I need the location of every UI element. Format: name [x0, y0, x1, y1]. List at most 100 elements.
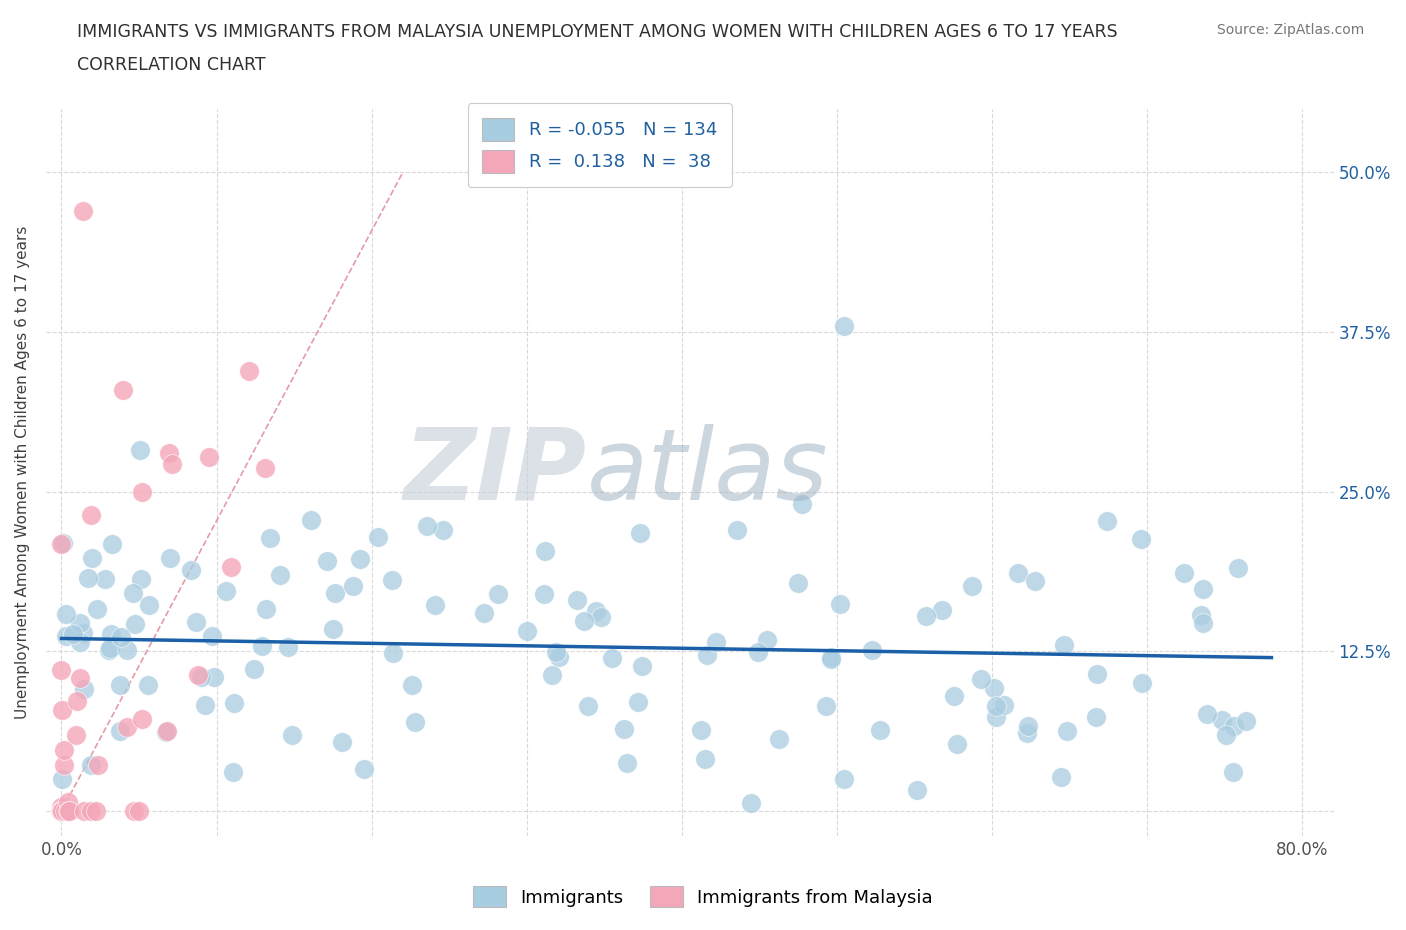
Point — [423, 598, 446, 613]
Point — [84, 804, 107, 818]
Point — [69, 671, 91, 685]
Point — [157, 445, 180, 460]
Point — [55, 629, 77, 644]
Point — [73, 804, 96, 818]
Point — [315, 553, 337, 568]
Point — [1222, 765, 1244, 780]
Point — [101, 537, 124, 551]
Point — [695, 751, 717, 766]
Point — [1050, 769, 1073, 784]
Point — [128, 804, 150, 818]
Point — [98, 643, 121, 658]
Point — [832, 772, 855, 787]
Point — [222, 764, 245, 779]
Point — [65, 727, 87, 742]
Point — [1192, 582, 1215, 597]
Point — [768, 731, 790, 746]
Point — [1227, 561, 1250, 576]
Point — [915, 608, 938, 623]
Point — [986, 710, 1008, 724]
Point — [786, 576, 808, 591]
Point — [66, 694, 89, 709]
Point — [415, 518, 437, 533]
Point — [830, 597, 852, 612]
Point — [112, 382, 135, 397]
Point — [353, 762, 375, 777]
Point — [222, 696, 245, 711]
Point — [1052, 638, 1074, 653]
Point — [381, 573, 404, 588]
Point — [252, 639, 274, 654]
Point — [533, 587, 555, 602]
Point — [198, 450, 221, 465]
Point — [108, 724, 131, 738]
Point — [1223, 718, 1246, 733]
Point — [202, 670, 225, 684]
Point — [136, 677, 159, 692]
Point — [1195, 706, 1218, 721]
Point — [243, 662, 266, 677]
Point — [215, 584, 238, 599]
Point — [138, 597, 160, 612]
Point — [52, 536, 75, 551]
Point — [548, 650, 571, 665]
Point — [51, 804, 73, 818]
Legend: Immigrants, Immigrants from Malaysia: Immigrants, Immigrants from Malaysia — [464, 877, 942, 916]
Point — [970, 671, 993, 686]
Point — [131, 485, 153, 499]
Point — [184, 615, 207, 630]
Point — [747, 644, 769, 659]
Point — [201, 629, 224, 644]
Point — [52, 743, 75, 758]
Point — [349, 551, 371, 566]
Point — [238, 364, 260, 379]
Point — [1085, 710, 1108, 724]
Point — [832, 318, 855, 333]
Point — [1189, 607, 1212, 622]
Point — [382, 645, 405, 660]
Point — [269, 567, 291, 582]
Y-axis label: Unemployment Among Women with Children Ages 6 to 17 years: Unemployment Among Women with Children A… — [15, 226, 30, 719]
Point — [572, 614, 595, 629]
Point — [613, 722, 636, 737]
Point — [72, 204, 94, 219]
Point — [58, 804, 80, 818]
Point — [80, 551, 103, 565]
Point — [1129, 532, 1152, 547]
Point — [1007, 566, 1029, 581]
Point — [159, 551, 181, 565]
Point — [993, 698, 1015, 712]
Point — [277, 640, 299, 655]
Point — [630, 658, 652, 673]
Point — [58, 804, 80, 818]
Point — [56, 794, 79, 809]
Point — [330, 735, 353, 750]
Point — [51, 804, 73, 818]
Point — [541, 668, 564, 683]
Point — [1130, 675, 1153, 690]
Text: IMMIGRANTS VS IMMIGRANTS FROM MALAYSIA UNEMPLOYMENT AMONG WOMEN WITH CHILDREN AG: IMMIGRANTS VS IMMIGRANTS FROM MALAYSIA U… — [77, 23, 1118, 41]
Point — [1085, 666, 1108, 681]
Point — [108, 678, 131, 693]
Point — [322, 622, 344, 637]
Point — [52, 758, 75, 773]
Text: Source: ZipAtlas.com: Source: ZipAtlas.com — [1216, 23, 1364, 37]
Point — [1211, 712, 1233, 727]
Point — [299, 512, 322, 527]
Point — [156, 724, 179, 738]
Point — [110, 630, 132, 644]
Point — [983, 681, 1005, 696]
Point — [1191, 616, 1213, 631]
Point — [1015, 726, 1038, 741]
Point — [628, 525, 651, 540]
Point — [585, 604, 607, 618]
Point — [155, 725, 177, 740]
Point — [1173, 565, 1195, 580]
Point — [51, 800, 73, 815]
Point — [80, 804, 103, 818]
Point — [73, 682, 96, 697]
Point — [1234, 713, 1257, 728]
Text: CORRELATION CHART: CORRELATION CHART — [77, 56, 266, 73]
Point — [219, 560, 242, 575]
Point — [69, 634, 91, 649]
